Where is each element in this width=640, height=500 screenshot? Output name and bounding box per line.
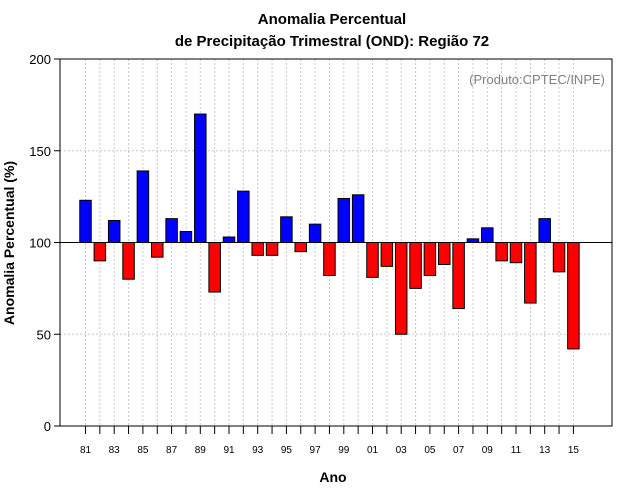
y-tick-label-200: 200 (29, 52, 51, 67)
x-tick-label-07: 07 (453, 445, 465, 456)
bar-14 (552, 242, 566, 273)
x-tick-label-87: 87 (166, 445, 178, 456)
bar-00 (351, 194, 365, 243)
bar-07 (452, 242, 465, 310)
x-tick-label-91: 91 (223, 445, 235, 456)
x-axis-title: Ano (319, 469, 346, 485)
bar-02 (380, 242, 394, 267)
x-tick-label-01: 01 (367, 445, 379, 456)
bar-85 (136, 170, 150, 243)
x-tick-label-05: 05 (424, 445, 436, 456)
x-tick-label-11: 11 (511, 445, 522, 456)
x-tick-label-03: 03 (396, 445, 408, 456)
bar-81 (79, 199, 92, 243)
bar-11 (509, 242, 523, 264)
bar-82 (93, 242, 107, 262)
bar-99 (337, 197, 351, 244)
y-tick-label-0: 0 (44, 419, 51, 434)
bar-12 (524, 242, 537, 304)
bar-83 (107, 219, 121, 243)
bar-15 (567, 242, 580, 350)
bar-92 (237, 190, 250, 243)
x-tick-label-83: 83 (109, 445, 121, 456)
bar-84 (122, 242, 135, 280)
x-tick-label-13: 13 (539, 445, 551, 456)
bar-05 (423, 242, 437, 277)
bar-87 (165, 218, 178, 244)
x-tick-label-15: 15 (568, 445, 580, 456)
bar-94 (265, 242, 279, 256)
chart-title-line2: de Precipitação Trimestral (OND): Região… (175, 33, 489, 50)
bar-88 (179, 230, 193, 244)
bar-10 (495, 242, 508, 262)
y-axis-title: Anomalia Percentual (%) (1, 161, 17, 325)
bar-89 (194, 113, 207, 243)
bar-06 (438, 242, 451, 266)
x-tick-label-81: 81 (80, 445, 92, 456)
x-tick-label-97: 97 (310, 445, 322, 456)
x-tick-label-85: 85 (137, 445, 149, 456)
y-tick-label-50: 50 (37, 327, 51, 342)
y-tick-label-100: 100 (29, 236, 51, 251)
bar-93 (251, 242, 264, 256)
bar-96 (294, 242, 307, 253)
bar-01 (366, 242, 379, 278)
x-tick-label-99: 99 (338, 445, 350, 456)
x-axis: 81 83 85 87 89 91 93 95 97 99 01 03 05 07 09 11 13 15 (80, 426, 579, 456)
grid-lines (60, 59, 612, 426)
bar-95 (280, 216, 293, 243)
bar-03 (394, 242, 408, 335)
bar-09 (481, 227, 494, 244)
bar-04 (409, 242, 422, 289)
bar-13 (538, 218, 551, 244)
bars-group (79, 113, 580, 350)
credit-label: (Produto:CPTEC/INPE) (469, 72, 605, 87)
y-axis: 0 50 100 150 200 (29, 52, 60, 434)
chart-title-line1: Anomalia Percentual (258, 11, 406, 28)
x-tick-label-95: 95 (281, 445, 293, 456)
y-tick-label-150: 150 (29, 144, 51, 159)
bar-97 (308, 223, 322, 243)
x-tick-label-93: 93 (252, 445, 264, 456)
bar-86 (151, 242, 164, 258)
bar-90 (208, 242, 221, 293)
bar-98 (323, 242, 336, 277)
x-tick-label-89: 89 (195, 445, 207, 456)
x-tick-label-09: 09 (482, 445, 494, 456)
bar-08 (466, 238, 480, 244)
bar-91 (222, 236, 236, 243)
